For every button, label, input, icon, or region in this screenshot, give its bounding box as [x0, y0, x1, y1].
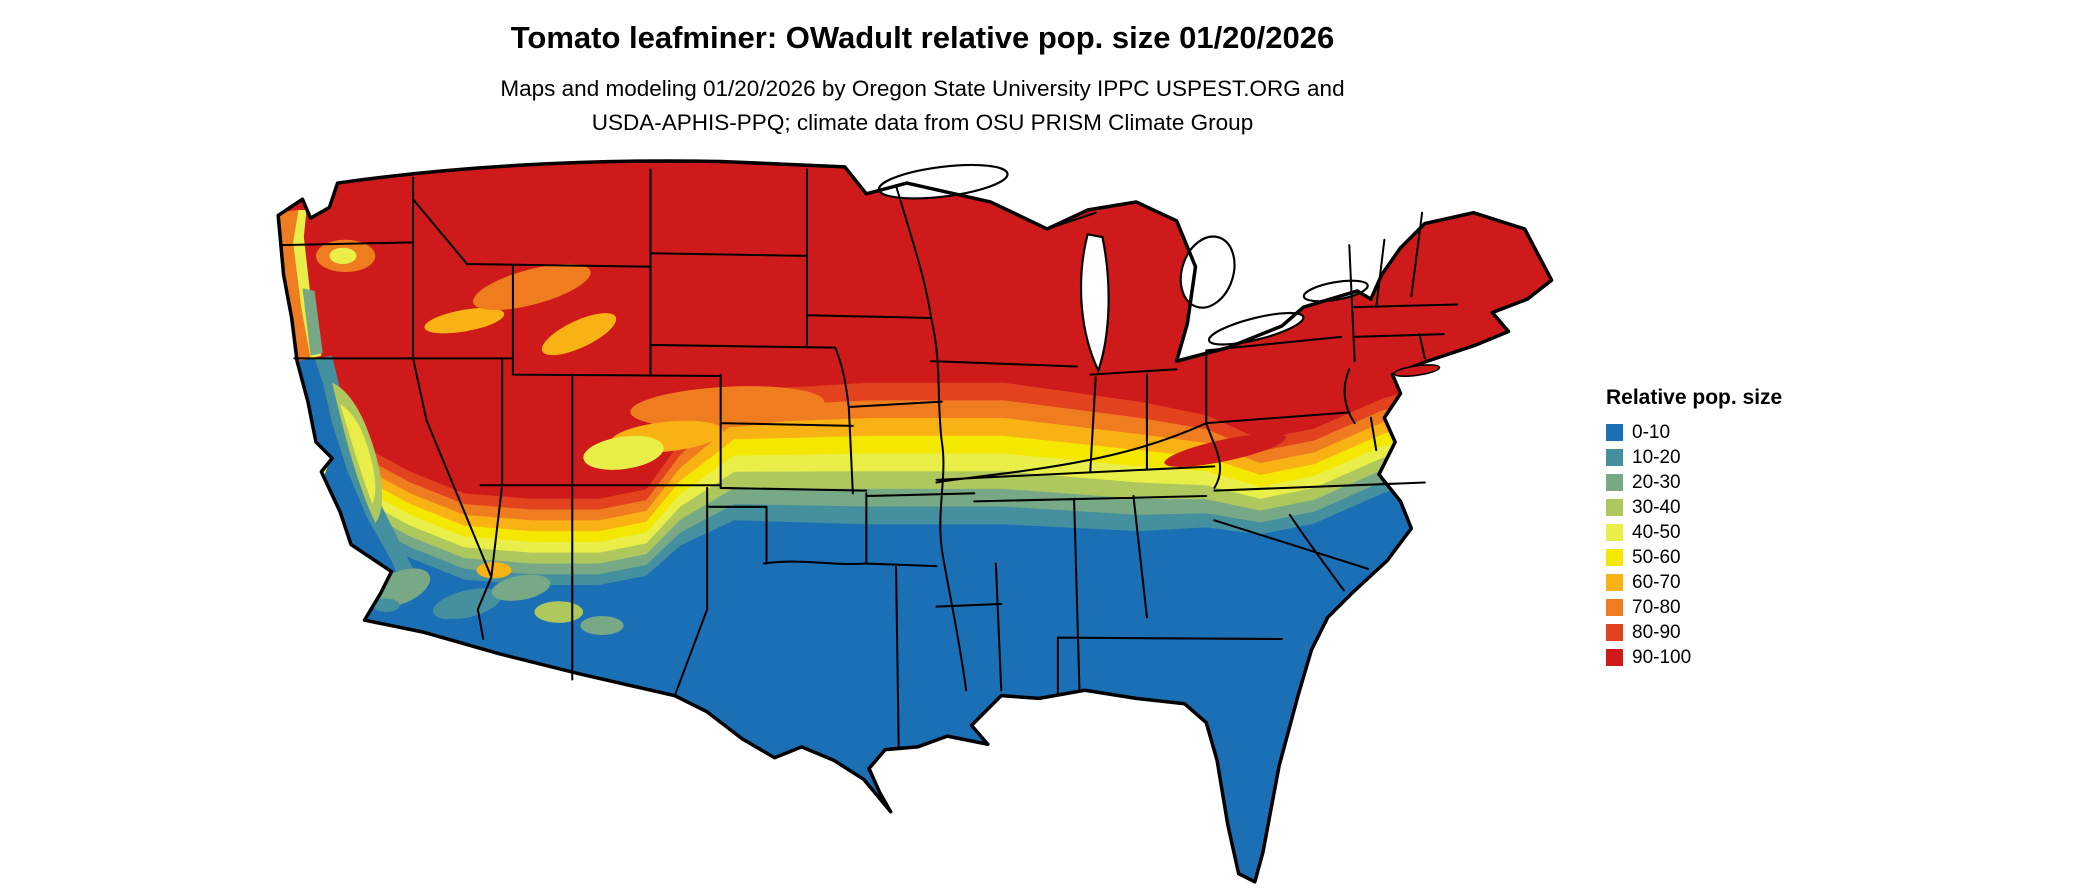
legend-title: Relative pop. size: [1606, 386, 1783, 409]
legend-label: 10-20: [1632, 446, 1681, 468]
wyoming-basin-orange: [472, 263, 591, 311]
legend-item: 60-70: [1606, 570, 1782, 595]
figure-subtitle: Maps and modeling 01/20/2026 by Oregon S…: [0, 72, 1845, 140]
snake-plain-yellow: [424, 307, 505, 334]
socal-teal: [372, 598, 400, 613]
map-legend: Relative pop. size 0-10 10-20 20-30 30-40 40…: [1606, 386, 1782, 670]
legend-label: 30-40: [1632, 496, 1681, 518]
legend-swatch: [1606, 424, 1623, 441]
legend-item: 0-10: [1606, 420, 1782, 445]
lake-erie: [1207, 311, 1305, 346]
legend-swatch: [1606, 574, 1623, 591]
figure-header: Tomato leafminer: OWadult relative pop. …: [0, 20, 1845, 140]
lake-huron: [1179, 235, 1236, 309]
figure-subtitle-line2: USDA-APHIS-PPQ; climate data from OSU PR…: [591, 109, 1254, 135]
nm-ygreen: [534, 601, 584, 623]
legend-item: 50-60: [1606, 545, 1782, 570]
figure-title: Tomato leafminer: OWadult relative pop. …: [510, 20, 1335, 55]
legend-swatch: [1606, 599, 1623, 616]
legend-item: 90-100: [1606, 645, 1782, 670]
legend-item: 10-20: [1606, 445, 1782, 470]
legend-items: 0-10 10-20 20-30 30-40 40-50 50-60 60-70 70-80 8…: [1606, 420, 1782, 670]
legend-item: 80-90: [1606, 620, 1782, 645]
bighorn-oyellow: [541, 313, 617, 356]
legend-label: 20-30: [1632, 471, 1681, 493]
ga-red-streak: [1164, 433, 1286, 467]
figure-subtitle-line1: Maps and modeling 01/20/2026 by Oregon S…: [500, 76, 1345, 101]
legend-label: 40-50: [1632, 521, 1681, 543]
legend-label: 80-90: [1632, 621, 1681, 643]
lake-michigan: [1080, 233, 1110, 374]
columbia-basin-yellow: [329, 247, 357, 264]
nm-green: [580, 616, 624, 635]
legend-item: 30-40: [1606, 495, 1782, 520]
legend-item: 70-80: [1606, 595, 1782, 620]
lake-superior: [877, 163, 1009, 200]
legend-swatch: [1606, 499, 1623, 516]
legend-item: 40-50: [1606, 520, 1782, 545]
legend-swatch: [1606, 649, 1623, 666]
border-blue: [423, 618, 484, 641]
regional-patches: [278, 210, 1286, 641]
legend-label: 60-70: [1632, 571, 1681, 593]
legend-label: 90-100: [1632, 646, 1692, 668]
us-outline: [276, 159, 1554, 884]
us-map: [276, 159, 1554, 884]
great-lakes: [877, 163, 1369, 374]
az-oyellow: [476, 562, 512, 579]
legend-swatch: [1606, 549, 1623, 566]
legend-swatch: [1606, 624, 1623, 641]
central-valley-yellow: [340, 404, 376, 505]
legend-swatch: [1606, 449, 1623, 466]
long-island: [1393, 364, 1441, 378]
state-borders: [279, 168, 1459, 748]
legend-label: 0-10: [1632, 421, 1671, 443]
legend-swatch: [1606, 474, 1623, 491]
plains-yellow: [583, 435, 664, 470]
plains-orange: [630, 386, 825, 428]
legend-label: 70-80: [1632, 596, 1681, 618]
legend-swatch: [1606, 524, 1623, 541]
ca-coast-blue: [297, 358, 408, 621]
az-green: [491, 574, 551, 601]
norcal-coast-green: [302, 288, 323, 356]
legend-item: 20-30: [1606, 470, 1782, 495]
pnw-coast-orange: [278, 210, 311, 362]
legend-label: 50-60: [1632, 546, 1681, 568]
